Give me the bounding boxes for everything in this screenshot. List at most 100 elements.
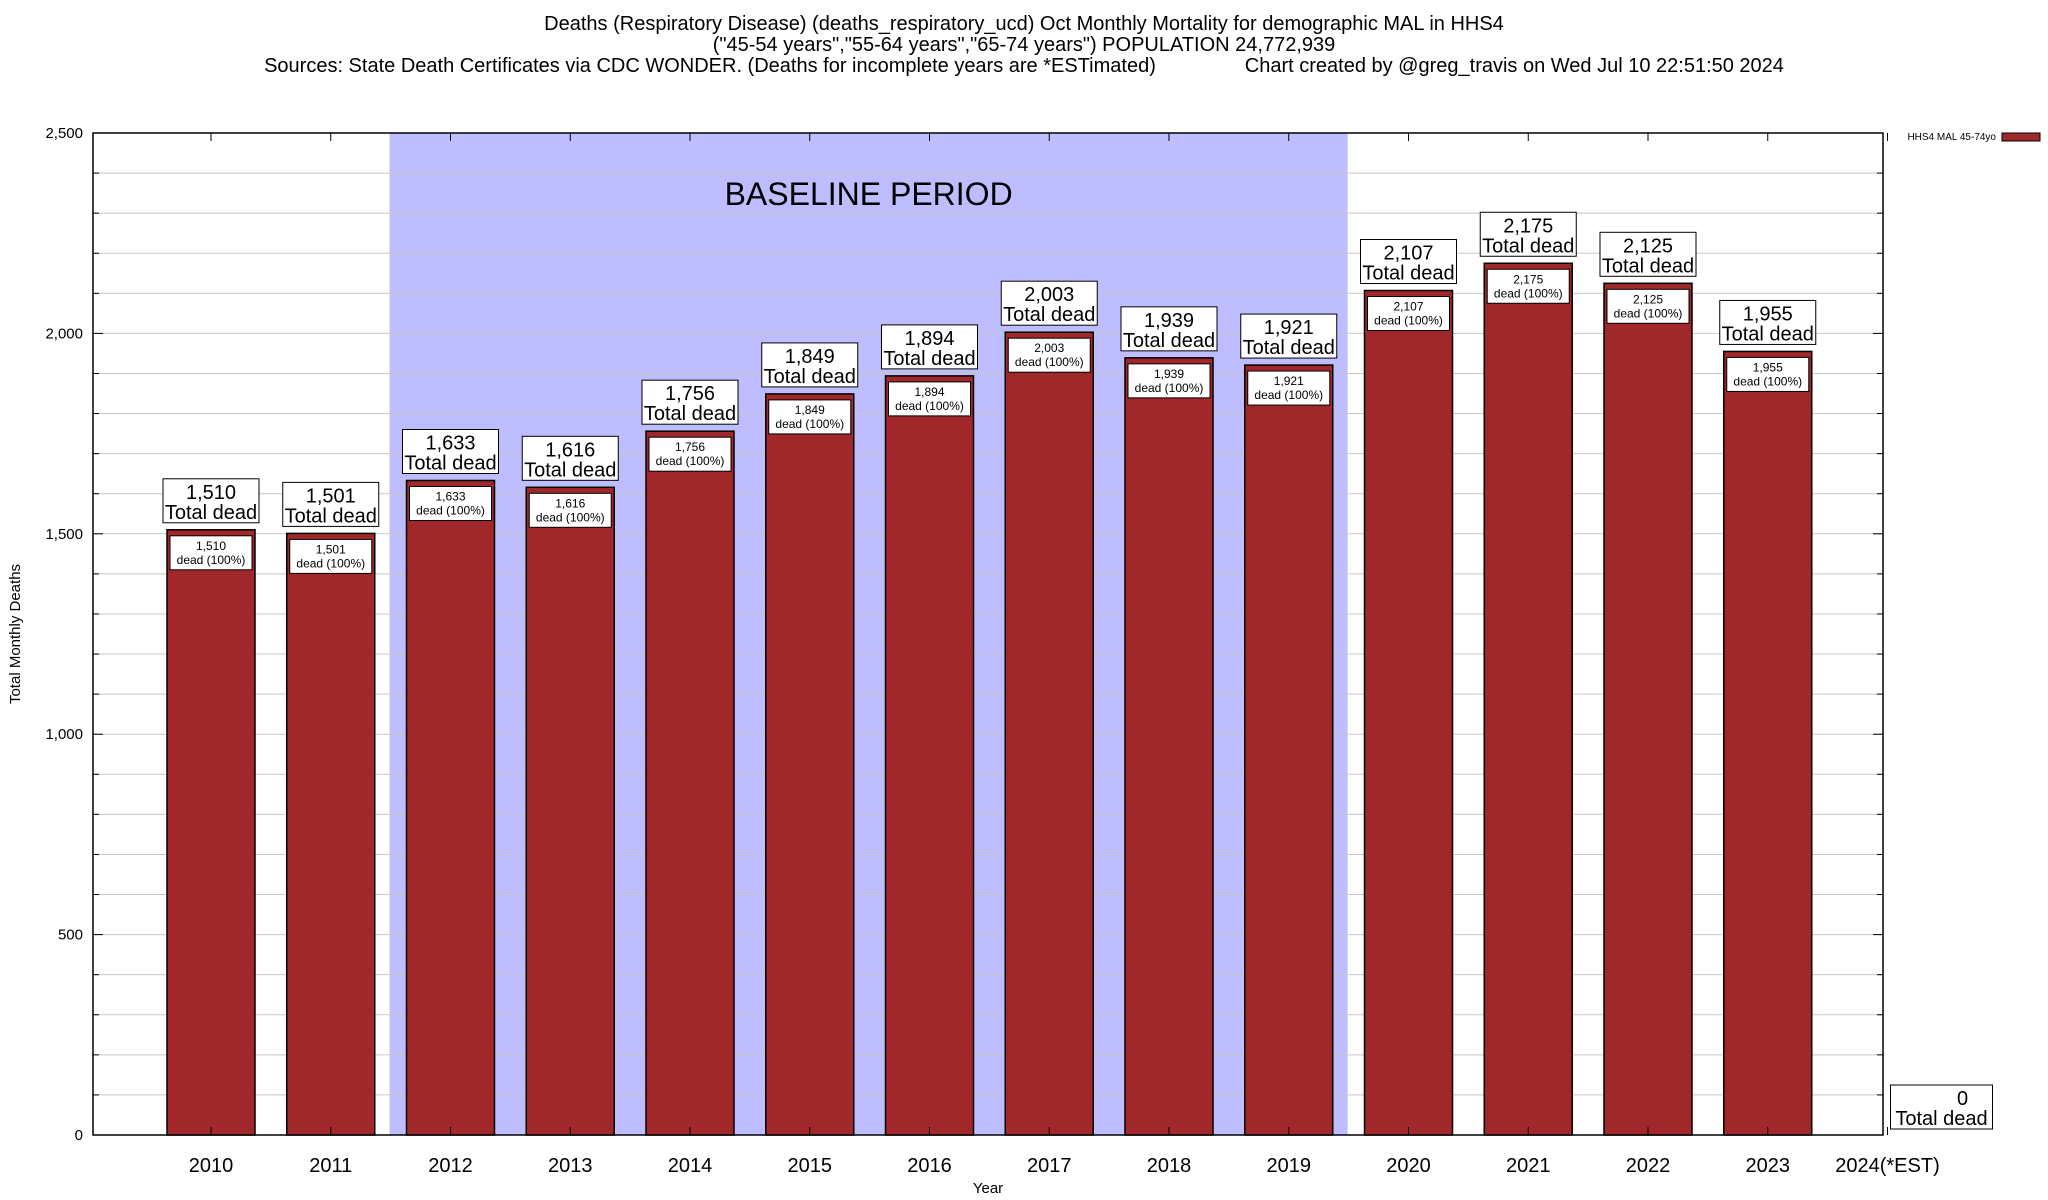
total-label-text: Total dead — [1895, 1108, 1987, 1130]
total-label-value: 1,756 — [665, 383, 715, 405]
inner-label-text: dead (100%) — [416, 503, 485, 517]
x-tick-label: 2012 — [428, 1155, 473, 1177]
x-tick-label: 2015 — [788, 1155, 833, 1177]
inner-label-box — [289, 538, 373, 574]
inner-label-value: 1,616 — [555, 496, 585, 510]
y-tick-label: 2,500 — [45, 125, 83, 142]
total-label-box — [1120, 306, 1218, 352]
total-label-text: Total dead — [883, 348, 975, 370]
inner-label-value: 2,125 — [1633, 292, 1663, 306]
total-label-box — [1599, 231, 1697, 277]
grid-lines — [93, 172, 1883, 1096]
bar — [1244, 364, 1334, 1136]
total-label-value: 1,939 — [1144, 310, 1194, 332]
total-label-box — [1360, 239, 1457, 285]
inner-label-text: dead (100%) — [1614, 306, 1683, 320]
inner-label-value: 2,107 — [1393, 300, 1423, 314]
total-label-text: Total dead — [1362, 263, 1454, 285]
inner-label-text: dead (100%) — [895, 399, 964, 413]
chart-title: Deaths (Respiratory Disease) (deaths_res… — [0, 14, 2048, 77]
x-tick-label: 2013 — [548, 1155, 593, 1177]
title-line-2: ("45-54 years","55-64 years","65-74 year… — [712, 34, 1336, 56]
inner-label-box — [648, 436, 732, 472]
inner-label-box — [409, 485, 492, 521]
inner-label-box — [1726, 356, 1810, 392]
bar — [765, 393, 855, 1136]
total-label-text: Total dead — [1003, 304, 1095, 326]
inner-label-text: dead (100%) — [1494, 286, 1563, 300]
total-label-text: Total dead — [1602, 255, 1694, 277]
x-axis: 2010 2011 2012 2013 2014 2015 2016 2017 2018 2019… — [189, 133, 1940, 1177]
inner-label-text: dead (100%) — [1135, 381, 1204, 395]
inner-label-box — [1247, 370, 1331, 406]
inner-label-text: dead (100%) — [1254, 388, 1323, 402]
y-axis: 0 500 1,000 1,500 2,000 2,500 — [45, 125, 1883, 1144]
total-label-box — [881, 324, 978, 370]
x-tick-label: 2021 — [1506, 1155, 1551, 1177]
total-label-text: Total dead — [1482, 235, 1574, 257]
total-label-value: 0 — [1957, 1088, 1968, 1110]
inner-label-value: 2,175 — [1513, 272, 1543, 286]
inner-label-text: dead (100%) — [1015, 355, 1084, 369]
inner-label-value: 2,003 — [1034, 341, 1064, 355]
bar — [1004, 331, 1094, 1136]
inner-label-value: 1,501 — [316, 542, 346, 556]
total-label-value: 2,125 — [1623, 235, 1673, 257]
total-label-value: 2,175 — [1503, 215, 1553, 237]
inner-label-value: 1,633 — [435, 489, 465, 503]
inner-label-box — [169, 535, 253, 571]
inner-label-text: dead (100%) — [177, 553, 246, 567]
bar — [1124, 357, 1214, 1136]
total-label-value: 1,894 — [904, 328, 954, 350]
inner-label-value: 1,939 — [1154, 367, 1184, 381]
inner-label-box — [1007, 337, 1091, 373]
bar — [166, 529, 256, 1136]
total-label-box — [1719, 299, 1817, 345]
total-label-box — [402, 428, 499, 474]
x-tick-label: 2017 — [1027, 1155, 1072, 1177]
total-label-box — [761, 342, 859, 388]
inner-label-value: 1,510 — [196, 539, 226, 553]
x-tick-label: 2016 — [907, 1155, 952, 1177]
x-tick-label: 2024(*EST) — [1835, 1155, 1940, 1177]
y-axis-label: Total Monthly Deaths — [7, 564, 24, 704]
bar — [1603, 282, 1693, 1136]
inner-label-value: 1,849 — [795, 403, 825, 417]
legend-swatch — [2001, 132, 2041, 142]
title-line-1: Deaths (Respiratory Disease) (deaths_res… — [544, 13, 1504, 35]
total-label-text: Total dead — [1123, 330, 1215, 352]
total-label-value: 1,955 — [1743, 303, 1793, 325]
inner-label-box — [528, 492, 612, 528]
total-label-box — [282, 481, 380, 527]
inner-label-text: dead (100%) — [296, 556, 365, 570]
total-label-box — [641, 379, 739, 425]
total-label-value: 1,849 — [785, 346, 835, 368]
inner-label-box — [1606, 288, 1690, 324]
inner-label-value: 1,894 — [914, 385, 944, 399]
total-label-text: Total dead — [1243, 337, 1335, 359]
bar — [1363, 289, 1454, 1136]
baseline-label: BASELINE PERIOD — [725, 176, 1013, 212]
y-tick-label: 500 — [58, 927, 83, 944]
plot-frame — [92, 132, 1884, 1136]
